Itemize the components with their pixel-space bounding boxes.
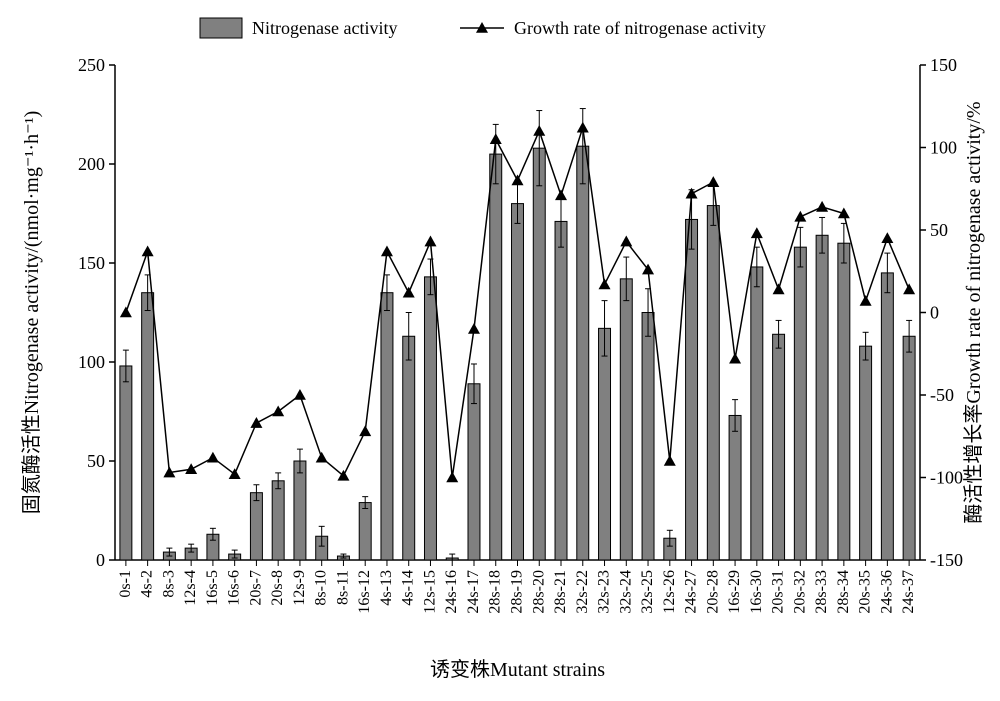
svg-text:100: 100 [930,138,957,158]
svg-text:8s-3: 8s-3 [160,570,177,598]
svg-text:20s-28: 20s-28 [704,570,721,614]
svg-text:诱变株Mutant strains: 诱变株Mutant strains [430,658,605,681]
svg-text:32s-23: 32s-23 [596,570,613,614]
svg-text:28s-20: 28s-20 [530,570,547,614]
svg-text:200: 200 [78,154,105,174]
svg-text:28s-21: 28s-21 [552,570,569,614]
svg-text:0: 0 [930,303,939,323]
svg-text:150: 150 [78,253,105,273]
svg-text:16s-30: 16s-30 [748,570,765,614]
svg-text:32s-24: 32s-24 [617,570,634,614]
svg-text:24s-36: 24s-36 [878,570,895,614]
svg-text:32s-22: 32s-22 [574,570,591,614]
svg-text:50: 50 [930,220,948,240]
svg-text:150: 150 [930,55,957,75]
svg-text:16s-5: 16s-5 [204,570,221,606]
svg-text:0s-1: 0s-1 [117,570,134,598]
svg-text:50: 50 [87,451,105,471]
svg-text:28s-34: 28s-34 [835,570,852,614]
svg-text:20s-32: 20s-32 [791,570,808,614]
svg-text:8s-10: 8s-10 [313,570,330,606]
svg-text:Growth rate of nitrogenase act: Growth rate of nitrogenase activity [514,18,766,38]
svg-text:-100: -100 [930,468,963,488]
svg-text:20s-8: 20s-8 [269,570,286,606]
svg-text:固氮酶活性Nitrogenase activity/(nmo: 固氮酶活性Nitrogenase activity/(nmol·mg⁻¹·h⁻¹… [20,111,43,515]
svg-text:20s-31: 20s-31 [770,570,787,614]
svg-text:24s-17: 24s-17 [465,570,482,614]
svg-text:16s-29: 16s-29 [726,570,743,614]
svg-text:4s-14: 4s-14 [400,570,417,606]
svg-text:250: 250 [78,55,105,75]
svg-text:-50: -50 [930,385,954,405]
svg-text:0: 0 [96,550,105,570]
svg-text:24s-16: 24s-16 [443,570,460,614]
svg-text:100: 100 [78,352,105,372]
svg-text:24s-37: 24s-37 [900,570,917,614]
svg-text:16s-12: 16s-12 [356,570,373,614]
chart-container: 0 50 100 150 200 250 -150 -100 -50 0 50 100 150 0s-1 4… [0,0,1000,701]
svg-text:24s-27: 24s-27 [683,570,700,614]
svg-text:20s-35: 20s-35 [857,570,874,614]
svg-text:20s-7: 20s-7 [247,570,264,606]
svg-text:4s-13: 4s-13 [378,570,395,606]
svg-text:28s-33: 28s-33 [813,570,830,614]
svg-text:8s-11: 8s-11 [334,570,351,605]
svg-text:4s-2: 4s-2 [139,570,156,598]
combo-chart: 0 50 100 150 200 250 -150 -100 -50 0 50 100 150 0s-1 4… [0,0,1000,701]
svg-text:16s-6: 16s-6 [226,570,243,606]
svg-text:Nitrogenase activity: Nitrogenase activity [252,18,397,38]
svg-text:12s-9: 12s-9 [291,570,308,606]
svg-text:28s-18: 28s-18 [487,570,504,614]
svg-text:12s-15: 12s-15 [421,570,438,614]
svg-text:28s-19: 28s-19 [509,570,526,614]
svg-text:-150: -150 [930,550,963,570]
svg-text:32s-25: 32s-25 [639,570,656,614]
svg-text:酶活性增长率Growth rate of nitrogena: 酶活性增长率Growth rate of nitrogenase activit… [962,101,985,523]
svg-text:12s-4: 12s-4 [182,570,199,606]
svg-text:12s-26: 12s-26 [661,570,678,614]
